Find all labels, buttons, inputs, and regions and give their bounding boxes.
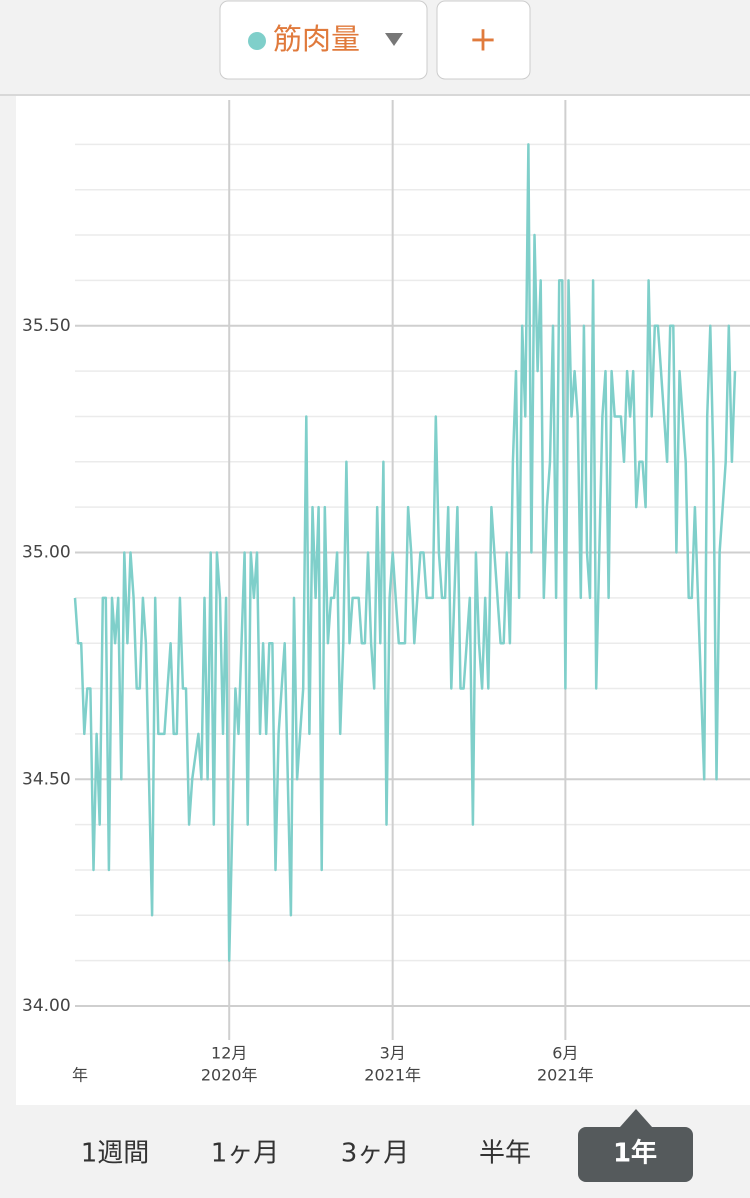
metric-dot bbox=[248, 32, 266, 50]
metric-dropdown[interactable] bbox=[219, 0, 428, 80]
period-tab[interactable]: 半年 bbox=[479, 1139, 531, 1169]
period-tab[interactable]: 1ヶ月 bbox=[211, 1139, 280, 1169]
data-line bbox=[73, 143, 737, 962]
selected-tab-bg bbox=[578, 1127, 693, 1182]
period-tabs: 1週間 1ヶ月 3ヶ月 半年 1年 bbox=[81, 1127, 693, 1182]
y-tick-label: 34.00 bbox=[22, 996, 71, 1016]
y-tick-label: 35.00 bbox=[22, 543, 71, 563]
period-tab[interactable]: 1週間 bbox=[81, 1139, 150, 1169]
x-tick-label-cut: 年 bbox=[72, 1066, 88, 1085]
add-button[interactable] bbox=[436, 0, 531, 80]
period-tab[interactable]: 3ヶ月 bbox=[341, 1139, 410, 1169]
x-tick-label: 12月 bbox=[211, 1044, 247, 1063]
y-tick-label: 35.50 bbox=[22, 316, 71, 336]
x-tick-label: 2021年 bbox=[364, 1066, 421, 1085]
tab-pointer bbox=[620, 1109, 652, 1127]
period-tab[interactable]: 1年 bbox=[613, 1138, 657, 1169]
top-bar-shadow bbox=[0, 94, 750, 96]
x-tick-label: 2021年 bbox=[537, 1066, 594, 1085]
add-button-label: + bbox=[469, 20, 498, 60]
x-tick-label: 3月 bbox=[380, 1044, 406, 1063]
dropdown-arrow bbox=[385, 33, 403, 46]
y-tick-label: 34.50 bbox=[22, 769, 71, 789]
chart: 34.00 34.50 35.00 35.50 12月 2020年 3月 2021年 6月 202… bbox=[22, 100, 750, 1085]
x-tick-label: 6月 bbox=[552, 1044, 578, 1063]
x-tick-label: 2020年 bbox=[201, 1066, 258, 1085]
metric-label: 筋肉量 bbox=[273, 22, 360, 56]
chart-area bbox=[16, 96, 750, 1105]
